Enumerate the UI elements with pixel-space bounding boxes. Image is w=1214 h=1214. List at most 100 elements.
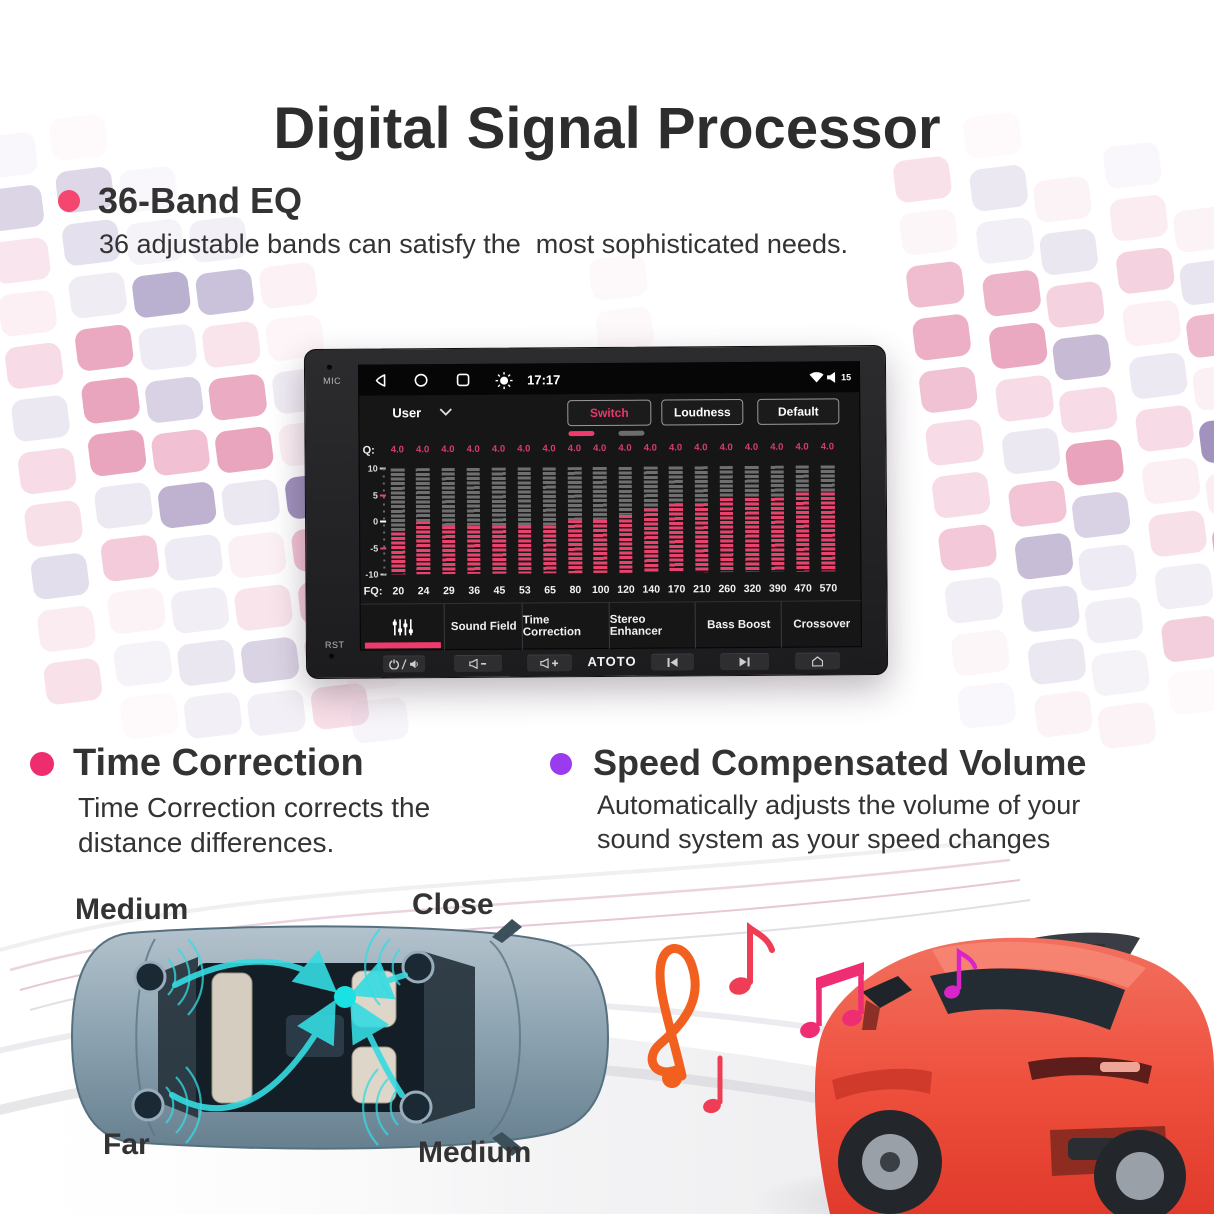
bg-tile — [309, 682, 371, 731]
volume-up-button[interactable] — [526, 654, 573, 672]
q-row-label: Q: — [362, 444, 375, 457]
next-track-button[interactable] — [719, 652, 770, 671]
eq-bar-level — [441, 525, 456, 575]
switch-button[interactable]: Switch — [567, 399, 652, 427]
bg-tile — [1134, 404, 1195, 453]
eq-bar-level — [795, 492, 810, 572]
scv-desc-line1: Automatically adjusts the volume of your — [597, 790, 1081, 820]
eq-band-bar[interactable] — [643, 466, 658, 573]
eq-band-bar[interactable] — [542, 467, 557, 574]
eq-band-bar[interactable] — [719, 466, 734, 573]
tab-bass-boost[interactable]: Bass Boost — [694, 601, 782, 649]
bg-tile — [1064, 438, 1125, 487]
car-label-top-right: Close — [412, 888, 494, 921]
eq-bar-level — [517, 525, 532, 574]
back-icon[interactable] — [373, 372, 389, 388]
tab-eq[interactable] — [361, 604, 444, 651]
bg-tile — [163, 533, 224, 582]
bg-tile — [950, 628, 1011, 678]
eq-band-bar[interactable] — [567, 467, 583, 574]
tab-time-correction[interactable]: Time Correction — [521, 602, 610, 650]
eq-bar-level — [694, 503, 709, 573]
eq-band-bar[interactable] — [618, 466, 633, 573]
wifi-icon — [809, 372, 824, 383]
eq-section-description: 36 adjustable bands can satisfy the most… — [99, 229, 848, 259]
bg-tile — [169, 586, 231, 635]
eq-band-bar[interactable] — [491, 467, 507, 574]
bg-tile — [892, 155, 953, 204]
bg-tile — [156, 480, 218, 530]
bg-tile — [239, 636, 301, 685]
eq-band-bar[interactable] — [694, 466, 709, 573]
bg-tile — [200, 320, 262, 369]
speaker-icon — [469, 658, 478, 669]
bg-tile — [86, 428, 148, 478]
bg-tile — [0, 183, 46, 233]
q-value: 4.0 — [820, 441, 835, 453]
head-unit-screen: 17:17 15 User Switch Loudness Default Q:… — [357, 361, 862, 651]
preset-dropdown[interactable]: User — [392, 405, 452, 420]
bg-tile — [1000, 426, 1062, 476]
eq-bar-headroom — [441, 467, 456, 527]
eq-bar-level — [391, 532, 405, 575]
mosaic-column — [962, 111, 1095, 749]
status-bar: 17:17 15 — [358, 362, 860, 396]
head-unit: MIC RST 17:17 15 User Switch Loudness De… — [303, 344, 889, 680]
power-mute-button[interactable] — [382, 655, 426, 673]
fq-value: 570 — [819, 582, 838, 595]
mic-label: MIC — [323, 375, 342, 386]
eq-band-bar[interactable] — [795, 465, 810, 572]
tab-crossover[interactable]: Crossover — [780, 601, 862, 648]
eq-bar-level — [542, 525, 557, 574]
eq-band-bar[interactable] — [770, 465, 785, 572]
eq-page-indicator-inactive[interactable] — [618, 430, 645, 436]
eq-band-bar[interactable] — [744, 465, 760, 572]
bg-tile — [150, 428, 211, 477]
bg-tile — [3, 341, 65, 391]
eq-bar-headroom — [390, 468, 405, 533]
clock: 17:17 — [527, 372, 561, 388]
eq-band-bar[interactable] — [593, 466, 608, 574]
bg-tile — [1007, 479, 1068, 528]
bg-tile — [1020, 584, 1081, 634]
bg-tile — [67, 270, 129, 320]
brightness-icon[interactable] — [495, 372, 513, 390]
bg-tile — [898, 207, 960, 257]
sports-car-illustration — [647, 922, 1214, 1214]
loudness-button[interactable]: Loudness — [661, 398, 744, 426]
eq-band-bar[interactable] — [517, 467, 532, 574]
eq-band-bar[interactable] — [390, 468, 405, 575]
eq-bar-level — [466, 525, 481, 574]
tab-stereo-enhancer[interactable]: Stereo Enhancer — [608, 602, 696, 649]
bg-tile — [1057, 385, 1119, 435]
eq-band-bar[interactable] — [415, 468, 431, 575]
prev-track-button[interactable] — [650, 653, 695, 671]
fq-row-label: FQ: — [363, 585, 383, 598]
eq-band-bar[interactable] — [668, 466, 684, 573]
dsp-tab-bar: Sound Field Time Correction Stereo Enhance… — [360, 600, 862, 651]
bg-tile — [968, 163, 1030, 213]
eq-page-indicator-active[interactable] — [568, 431, 595, 437]
default-button[interactable]: Default — [757, 398, 840, 425]
bg-tile — [1026, 637, 1088, 686]
eq-bar-headroom — [593, 466, 607, 521]
tab-sound-field[interactable]: Sound Field — [443, 603, 523, 651]
recents-icon[interactable] — [455, 372, 471, 388]
bg-tile — [80, 376, 141, 425]
eq-bar-headroom — [491, 467, 506, 526]
bg-tile — [226, 530, 288, 580]
home-button[interactable] — [794, 652, 841, 670]
bg-tile — [987, 321, 1049, 371]
eq-band-bar[interactable] — [820, 465, 836, 572]
equalizer-icon — [392, 619, 413, 636]
eq-band-bar[interactable] — [441, 467, 456, 575]
bg-tile — [994, 374, 1055, 423]
circle-home-icon[interactable] — [413, 372, 429, 388]
bg-tile — [349, 695, 411, 745]
volume-down-button[interactable] — [453, 654, 503, 672]
eq-bar-level — [719, 498, 734, 573]
eq-bar-headroom — [744, 465, 759, 498]
eq-band-bar[interactable] — [466, 467, 481, 574]
scv-desc-line2: sound system as your speed changes — [597, 824, 1051, 854]
eq-bar-headroom — [668, 466, 683, 504]
